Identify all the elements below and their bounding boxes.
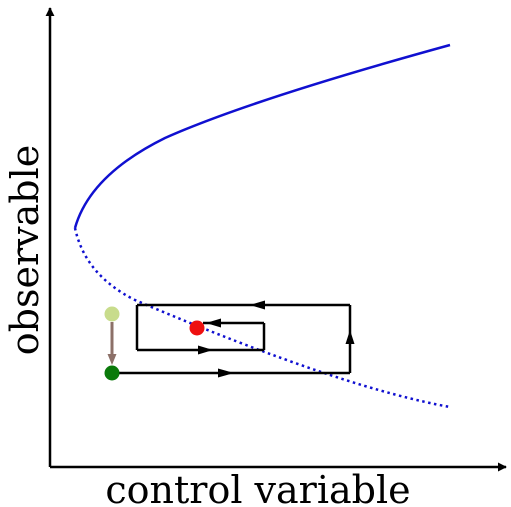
shift-arrowhead [107, 354, 117, 365]
x-axis-label: control variable [105, 468, 410, 507]
unstable-branch-curve [73, 227, 451, 409]
shifted-point [104, 365, 120, 381]
arrowhead-right-inner [198, 345, 213, 355]
end-point [189, 320, 205, 336]
stable-branch-curve [73, 43, 451, 229]
arrowhead-left-top [250, 300, 265, 310]
arrowhead-left-inner [206, 318, 221, 328]
y-axis-label: observable [3, 145, 47, 355]
start-point [104, 306, 120, 322]
arrowhead-right-bottom [218, 368, 234, 378]
trajectory-path [112, 303, 352, 375]
arrowhead-up-right [345, 330, 355, 344]
